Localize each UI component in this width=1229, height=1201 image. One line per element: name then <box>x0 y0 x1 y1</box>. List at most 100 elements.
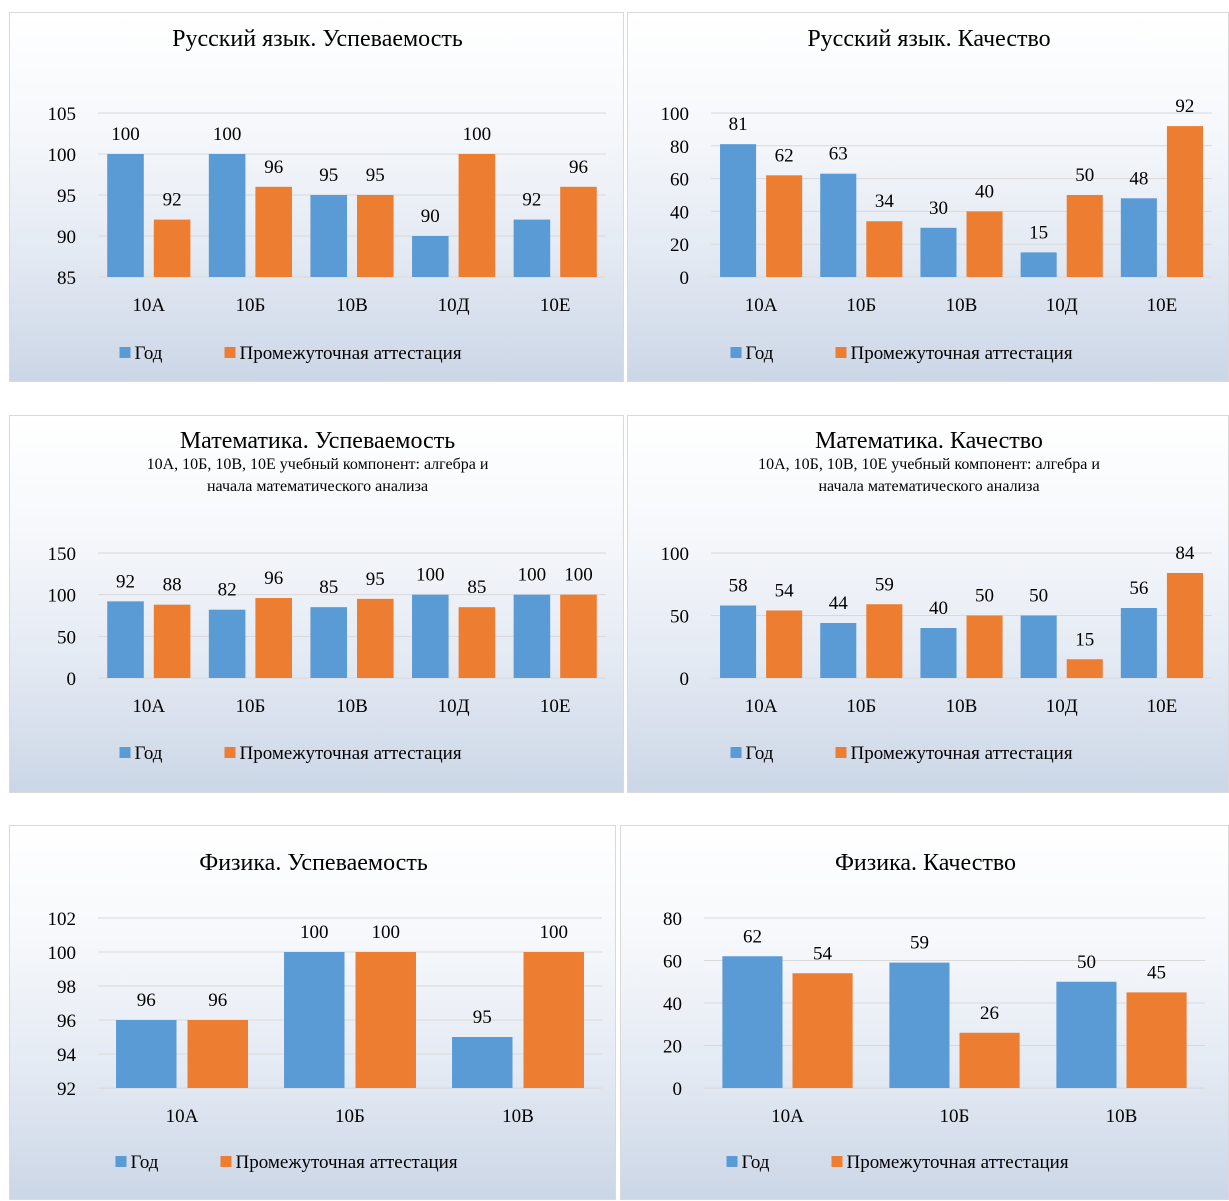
chart-title: Русский язык. Успеваемость <box>172 26 463 52</box>
bar <box>1166 126 1203 278</box>
x-category-label: 10А <box>745 295 778 316</box>
data-label: 15 <box>1029 222 1048 243</box>
chart-subtitle: начала математического анализа <box>207 478 428 495</box>
bar <box>920 628 957 678</box>
y-tick-label: 80 <box>670 137 689 158</box>
y-tick-label: 96 <box>57 1011 76 1032</box>
y-tick-label: 105 <box>48 104 77 125</box>
bar <box>310 607 347 678</box>
bar <box>820 173 857 277</box>
data-label: 26 <box>980 1003 999 1024</box>
data-label: 45 <box>1147 962 1166 983</box>
bar <box>357 195 394 277</box>
legend-swatch <box>835 347 847 358</box>
data-label: 40 <box>975 181 994 202</box>
bar <box>920 227 957 277</box>
y-tick-label: 40 <box>663 994 682 1015</box>
bar <box>107 154 144 277</box>
legend-label: Год <box>135 343 163 364</box>
bar <box>1120 608 1157 678</box>
chart-title: Математика. Успеваемость <box>180 428 455 454</box>
data-label: 100 <box>518 565 547 586</box>
x-category-label: 10Е <box>540 696 571 717</box>
legend-swatch <box>224 347 236 358</box>
data-label: 59 <box>875 574 894 595</box>
data-label: 92 <box>1175 96 1194 117</box>
chart-panel-russian-success: Русский язык. Успеваемость 85 90 95 100 105 10… <box>9 12 624 382</box>
data-label: 96 <box>569 157 588 178</box>
bar <box>355 952 416 1088</box>
data-label: 50 <box>975 586 994 607</box>
y-tick-label: 100 <box>661 544 690 565</box>
data-label: 100 <box>371 922 400 943</box>
y-tick-label: 0 <box>673 1079 683 1100</box>
y-tick-label: 92 <box>57 1079 76 1100</box>
bar <box>866 221 903 277</box>
y-tick-label: 90 <box>57 227 76 248</box>
x-category-label: 10В <box>1106 1106 1138 1127</box>
x-category-label: 10А <box>132 696 165 717</box>
legend-swatch <box>835 747 847 758</box>
bar <box>959 1032 1020 1088</box>
data-label: 59 <box>910 933 929 954</box>
bar <box>1056 981 1117 1088</box>
x-category-label: 10В <box>336 295 368 316</box>
y-tick-label: 94 <box>57 1045 77 1066</box>
x-category-label: 10А <box>166 1106 199 1127</box>
x-category-label: 10Б <box>235 295 265 316</box>
bar <box>513 594 551 678</box>
bar <box>560 186 597 277</box>
data-label: 85 <box>467 577 486 598</box>
bar <box>412 236 449 277</box>
legend-swatch <box>831 1156 843 1167</box>
bar <box>310 195 347 277</box>
data-label: 96 <box>208 990 227 1011</box>
chart-svg: Физика. Успеваемость 92 94 96 98 100 102 96 96 10… <box>48 850 602 1173</box>
data-label: 90 <box>421 206 440 227</box>
data-label: 100 <box>300 922 329 943</box>
x-category-label: 10Е <box>1147 295 1178 316</box>
legend-label: Промежуточная аттестация <box>851 743 1073 764</box>
x-category-label: 10Д <box>438 696 470 717</box>
chart-svg: Физика. Качество 0 20 40 60 80 62 54 10А 59 26 10Б 5… <box>663 850 1205 1173</box>
data-label: 95 <box>473 1007 492 1028</box>
data-label: 58 <box>729 576 748 597</box>
x-category-label: 10Б <box>846 295 876 316</box>
bar <box>560 594 597 678</box>
data-label: 54 <box>813 943 833 964</box>
bar <box>866 604 903 678</box>
data-label: 96 <box>264 157 283 178</box>
chart-title: Физика. Качество <box>835 850 1016 876</box>
chart-panel-physics-quality: Физика. Качество 0 20 40 60 80 62 54 10А 59 26 10Б 5… <box>620 825 1229 1200</box>
legend-label: Год <box>742 1152 770 1173</box>
bar <box>766 610 803 678</box>
y-tick-label: 95 <box>57 186 76 207</box>
bar <box>458 154 496 277</box>
bar <box>1166 573 1203 678</box>
bar <box>523 952 584 1088</box>
chart-panel-russian-quality: Русский язык. Качество 0 20 40 60 80 100 81 62 10… <box>627 12 1229 382</box>
data-label: 34 <box>875 191 895 212</box>
chart-title: Математика. Качество <box>815 428 1043 454</box>
x-category-label: 10Д <box>1046 295 1078 316</box>
legend-label: Год <box>746 743 774 764</box>
y-tick-label: 0 <box>67 669 77 690</box>
bar <box>792 973 853 1088</box>
y-tick-label: 80 <box>663 909 682 930</box>
legend-label: Промежуточная аттестация <box>847 1152 1069 1173</box>
data-label: 95 <box>366 569 385 590</box>
data-label: 96 <box>137 990 156 1011</box>
legend-label: Промежуточная аттестация <box>240 743 462 764</box>
y-tick-label: 100 <box>48 586 77 607</box>
y-tick-label: 150 <box>48 544 77 565</box>
legend-label: Год <box>131 1152 159 1173</box>
data-label: 100 <box>416 565 445 586</box>
chart-svg: Математика. Успеваемость 10А, 10Б, 10В, 1… <box>48 428 606 764</box>
y-tick-label: 98 <box>57 977 76 998</box>
x-category-label: 10В <box>336 696 368 717</box>
data-label: 100 <box>463 124 492 145</box>
x-category-label: 10Д <box>438 295 470 316</box>
data-label: 84 <box>1175 543 1195 564</box>
legend-label: Год <box>135 743 163 764</box>
data-label: 50 <box>1075 165 1094 186</box>
